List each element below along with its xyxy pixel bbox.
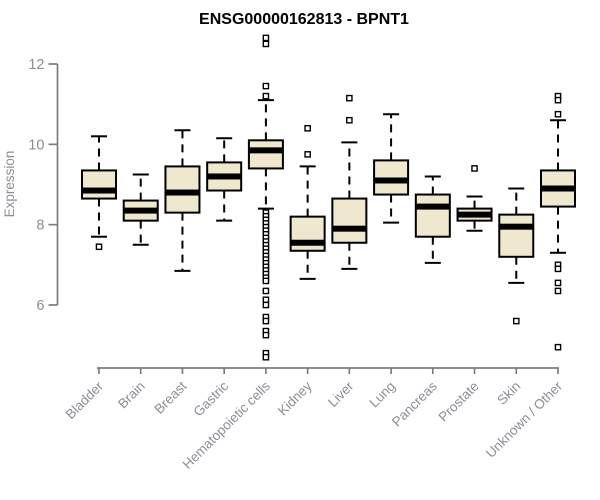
outlier-point — [554, 96, 562, 104]
x-tick-label: Bladder — [63, 378, 107, 422]
median-line — [499, 223, 534, 230]
median-line — [457, 211, 492, 218]
iqr-box — [331, 197, 368, 244]
boxplot-gastric — [206, 137, 243, 222]
chart-title: ENSG00000162813 - BPNT1 — [199, 11, 409, 28]
boxplot-breast — [164, 129, 201, 272]
boxplot-pancreas — [414, 175, 451, 264]
boxplot-liver — [331, 94, 368, 270]
iqr-box — [373, 159, 410, 196]
median-line — [541, 185, 575, 192]
x-tick-label: Gastric — [190, 378, 231, 419]
boxplot-brain — [122, 173, 159, 246]
x-tick-label: Liver — [325, 378, 357, 410]
y-tick-label: 10 — [28, 137, 44, 153]
outlier-point — [262, 296, 270, 304]
median-line — [332, 225, 367, 232]
outlier-point — [262, 34, 270, 42]
median-line — [82, 187, 116, 194]
median-line — [290, 239, 325, 246]
x-tick-label: Skin — [494, 379, 523, 408]
median-line — [207, 173, 242, 180]
iqr-box — [81, 169, 117, 200]
outlier-point — [262, 331, 270, 339]
boxplot-prostate — [456, 165, 493, 232]
iqr-box — [414, 193, 451, 238]
outlier-point — [554, 110, 562, 118]
x-tick-label: Lung — [366, 379, 398, 411]
boxplot-bladder — [81, 135, 117, 251]
median-line — [123, 207, 158, 214]
outlier-point — [262, 301, 270, 309]
y-tick-label: 12 — [28, 57, 44, 73]
outlier-point — [95, 243, 103, 251]
outlier-point — [554, 265, 562, 273]
box-series — [81, 34, 576, 361]
outlier-point — [554, 287, 562, 295]
x-tick-label: Pancreas — [389, 378, 440, 429]
y-tick-label: 6 — [36, 298, 44, 314]
boxplot-lung — [373, 113, 410, 224]
x-tick-label: Kidney — [275, 378, 315, 418]
outlier-point — [262, 353, 270, 361]
outlier-point — [262, 287, 270, 295]
median-line — [374, 177, 409, 184]
boxplot-unknown-other — [540, 92, 576, 351]
outlier-point — [262, 40, 270, 48]
outlier-point — [346, 94, 353, 102]
outlier-point — [304, 124, 311, 132]
outlier-point — [554, 343, 562, 351]
outlier-point — [304, 151, 311, 158]
outlier-point — [262, 277, 270, 285]
median-line — [415, 203, 450, 210]
outlier-point — [346, 116, 353, 124]
x-tick-label: Prostate — [436, 379, 482, 425]
x-tick-label: Unknown / Other — [483, 378, 566, 461]
median-line — [248, 147, 283, 154]
y-tick-label: 8 — [36, 218, 44, 234]
boxplot-kidney — [289, 124, 326, 280]
iqr-box — [164, 165, 201, 214]
y-axis-label: Expression — [2, 151, 17, 218]
iqr-box — [498, 213, 535, 258]
x-tick-label: Brain — [115, 379, 148, 412]
outlier-point — [554, 279, 562, 287]
iqr-box — [247, 139, 284, 170]
outlier-point — [262, 82, 270, 90]
outlier-point — [512, 317, 520, 325]
outlier-point — [471, 165, 478, 172]
x-tick-label: Breast — [151, 378, 189, 416]
outlier-point — [262, 92, 270, 100]
outlier-point — [262, 317, 270, 325]
boxplot-skin — [498, 187, 535, 325]
boxplot-hematopoietic-cells — [247, 34, 284, 361]
median-line — [165, 189, 200, 196]
